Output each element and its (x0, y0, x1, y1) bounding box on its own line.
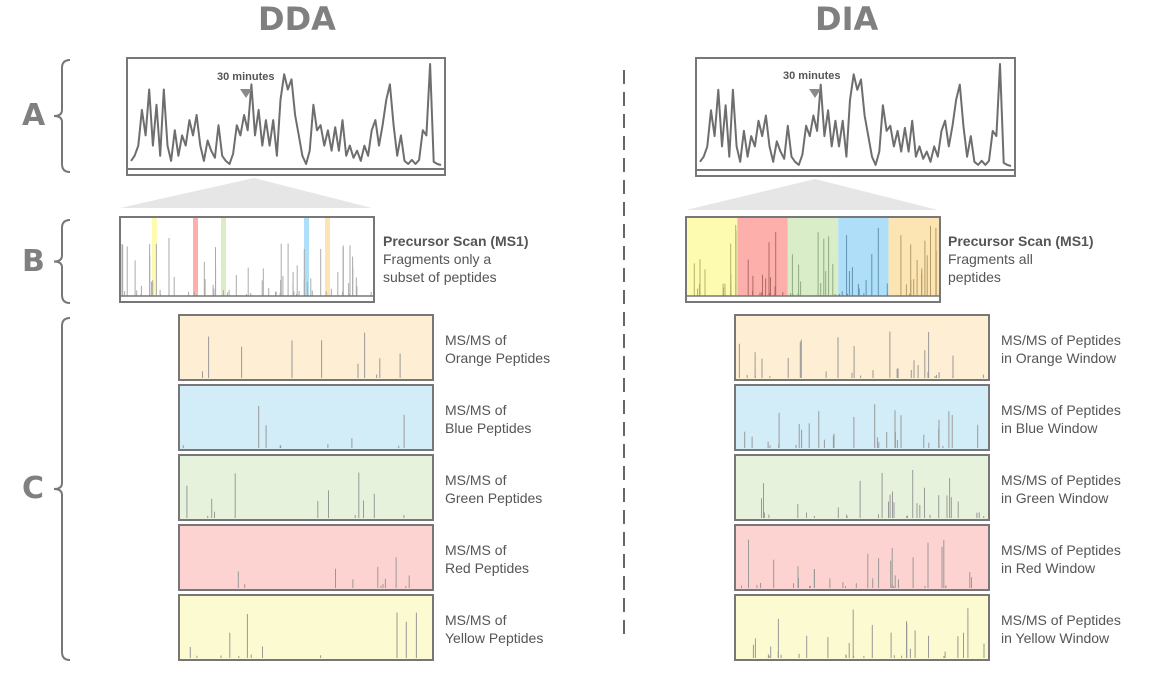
row-label-a: A (22, 98, 46, 133)
dia-msms-caption-line1: MS/MS of Peptides (1001, 472, 1121, 488)
dda-msms-spectrum-frame (178, 594, 434, 661)
dia-msms-caption: MS/MS of Peptides in Green Window (1001, 471, 1121, 507)
dia-msms-caption-line2: in Green Window (1001, 490, 1109, 506)
dia-title: DIA (815, 0, 879, 38)
dda-msms-caption-line1: MS/MS of (445, 472, 507, 488)
dda-selected-precursor-band (304, 218, 309, 296)
dda-selected-precursor-band (325, 218, 330, 296)
dda-msms-caption: MS/MS of Orange Peptides (445, 331, 550, 367)
dia-msms-caption: MS/MS of Peptides in Orange Window (1001, 331, 1121, 367)
dda-msms-spectrum-frame (178, 524, 434, 591)
dda-msms-caption-line2: Green Peptides (445, 490, 543, 506)
dda-selected-precursor-band (152, 218, 157, 296)
dia-msms-caption-line2: in Yellow Window (1001, 630, 1110, 646)
dda-chromatogram-frame (126, 57, 446, 176)
dda-ms1-frame (119, 216, 375, 303)
dia-msms-spectrum-frame (734, 384, 990, 451)
row-label-b: B (22, 244, 45, 279)
dda-ms1-desc-2: subset of peptides (383, 269, 497, 285)
dda-msms-caption: MS/MS of Yellow Peptides (445, 611, 543, 647)
dda-msms-caption-line1: MS/MS of (445, 542, 507, 558)
dia-msms-caption-line2: in Orange Window (1001, 350, 1117, 366)
brace-b (53, 219, 71, 304)
dia-chromatogram-trace (699, 63, 1012, 167)
dia-ms1-caption: Precursor Scan (MS1) Fragments all pepti… (948, 232, 1094, 286)
dia-ms1-desc-1: Fragments all (948, 251, 1033, 267)
dda-msms-caption-line2: Orange Peptides (445, 350, 551, 366)
dia-msms-caption-line1: MS/MS of Peptides (1001, 402, 1121, 418)
dia-msms-spectrum-frame (734, 594, 990, 661)
dia-msms-caption-line1: MS/MS of Peptides (1001, 612, 1121, 628)
dda-msms-caption: MS/MS of Red Peptides (445, 541, 529, 577)
dia-ms1-title: Precursor Scan (MS1) (948, 233, 1094, 249)
brace-a (53, 59, 71, 173)
dia-chromatogram-frame (695, 57, 1016, 177)
dia-msms-caption: MS/MS of Peptides in Blue Window (1001, 401, 1121, 437)
dia-msms-caption-line1: MS/MS of Peptides (1001, 542, 1121, 558)
dia-msms-spectrum-frame (734, 524, 990, 591)
dda-msms-caption-line1: MS/MS of (445, 332, 507, 348)
dda-selected-precursor-band (193, 218, 198, 296)
dia-isolation-window (687, 218, 738, 296)
dda-time-marker-icon (240, 89, 252, 98)
dia-time-marker-icon (809, 89, 821, 98)
dia-isolation-window (787, 218, 839, 296)
dda-msms-spectrum-frame (178, 454, 434, 521)
dda-selected-precursor-band (221, 218, 226, 296)
dia-msms-caption-line2: in Blue Window (1001, 420, 1098, 436)
dda-marker-label: 30 minutes (217, 71, 275, 83)
dia-msms-caption: MS/MS of Peptides in Red Window (1001, 541, 1121, 577)
dda-msms-spectrum-frame (178, 384, 434, 451)
dda-msms-caption-line2: Yellow Peptides (445, 630, 544, 646)
dda-zoom-wedge (120, 178, 372, 208)
dda-msms-caption-line1: MS/MS of (445, 402, 507, 418)
dia-isolation-window (838, 218, 889, 296)
dia-msms-caption-line2: in Red Window (1001, 560, 1096, 576)
dda-msms-caption: MS/MS of Green Peptides (445, 471, 542, 507)
dia-zoom-wedge (686, 179, 938, 210)
dda-ms1-caption: Precursor Scan (MS1) Fragments only a su… (383, 232, 529, 286)
brace-c (53, 317, 71, 661)
row-label-c: C (22, 471, 45, 506)
dda-msms-caption-line2: Blue Peptides (445, 420, 532, 436)
dda-msms-spectrum-frame (178, 314, 434, 381)
dia-marker-label: 30 minutes (783, 70, 841, 82)
dda-title: DDA (258, 0, 336, 38)
dia-msms-caption: MS/MS of Peptides in Yellow Window (1001, 611, 1121, 647)
dda-msms-caption-line1: MS/MS of (445, 612, 507, 628)
dia-msms-caption-line1: MS/MS of Peptides (1001, 332, 1121, 348)
dda-ms1-desc-1: Fragments only a (383, 251, 492, 267)
dda-chromatogram-trace (130, 63, 442, 166)
dda-msms-caption-line2: Red Peptides (445, 560, 530, 576)
dda-ms1-title: Precursor Scan (MS1) (383, 233, 529, 249)
dia-msms-spectrum-frame (734, 314, 990, 381)
dia-ms1-desc-2: peptides (948, 269, 1001, 285)
dda-msms-caption: MS/MS of Blue Peptides (445, 401, 531, 437)
